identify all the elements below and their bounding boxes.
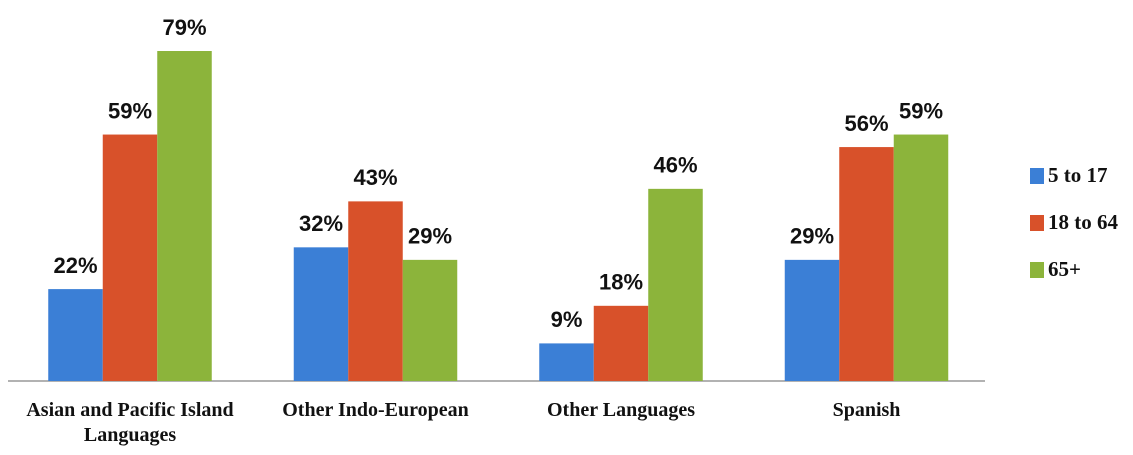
legend-swatch	[1030, 262, 1044, 278]
legend-label: 18 to 64	[1048, 210, 1118, 234]
bar	[784, 259, 840, 381]
bar	[539, 343, 594, 381]
bar	[157, 51, 212, 381]
data-label: 29%	[408, 224, 452, 249]
bar	[648, 188, 703, 381]
bar	[893, 134, 949, 381]
data-label: 9%	[551, 307, 583, 332]
bar	[402, 259, 458, 381]
data-label: 59%	[899, 98, 943, 123]
bar	[293, 247, 349, 381]
data-label: 46%	[653, 153, 697, 178]
x-tick-label: Asian and Pacific Island Languages	[26, 399, 234, 446]
bar	[839, 147, 894, 381]
data-label: 18%	[599, 270, 643, 295]
legend-label: 65+	[1048, 257, 1081, 281]
legend-swatch	[1030, 168, 1044, 184]
data-label: 29%	[790, 224, 834, 249]
data-label: 56%	[844, 111, 888, 136]
data-label: 59%	[108, 98, 152, 123]
bar	[48, 289, 103, 381]
data-label: 43%	[353, 165, 397, 190]
legend-swatch	[1030, 215, 1044, 231]
data-label: 22%	[53, 253, 97, 278]
bar	[102, 134, 158, 381]
legend-label: 5 to 17	[1048, 163, 1108, 187]
bar	[593, 305, 649, 381]
bar	[348, 201, 403, 381]
data-label: 79%	[162, 15, 206, 40]
x-tick-label: Other Languages	[547, 399, 695, 421]
x-tick-label: Other Indo-European	[282, 399, 469, 421]
data-label: 32%	[299, 211, 343, 236]
x-tick-label: Spanish	[832, 399, 901, 421]
